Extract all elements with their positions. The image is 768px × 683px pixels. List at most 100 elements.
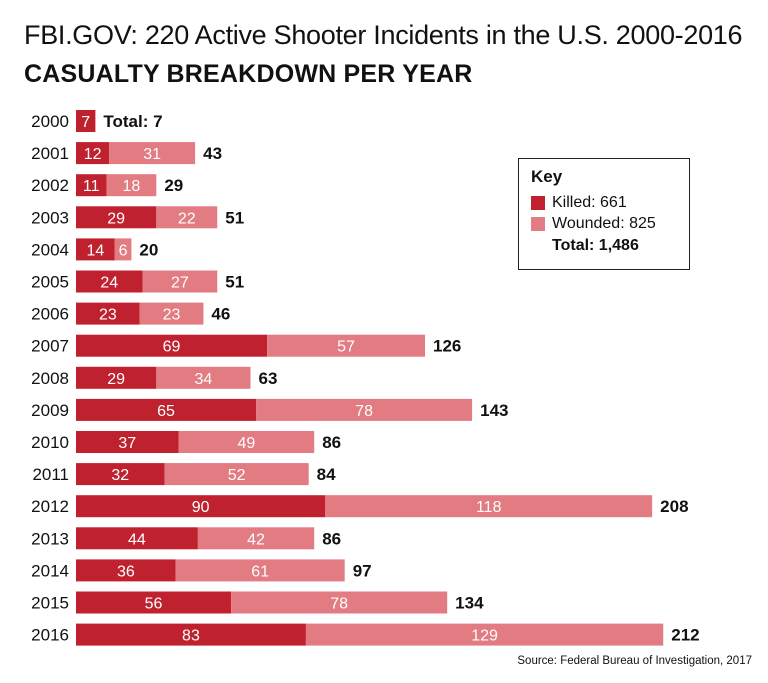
year-label: 2013: [31, 529, 69, 548]
legend: Key Killed: 661 Wounded: 825 Total: 1,48…: [518, 158, 690, 270]
wounded-bar: [114, 238, 132, 261]
killed-bar: [76, 110, 96, 132]
wounded-value-label: 23: [163, 307, 181, 324]
total-value-label: 29: [164, 176, 183, 195]
total-value-label: 86: [322, 433, 341, 452]
killed-bar: [76, 174, 107, 197]
killed-value-label: 56: [145, 596, 163, 613]
chart-subtitle: CASUALTY BREAKDOWN PER YEAR: [24, 60, 473, 88]
wounded-value-label: 27: [171, 275, 189, 292]
total-value-label: Total: 7: [103, 112, 162, 131]
year-label: 2004: [31, 240, 69, 259]
wounded-value-label: 18: [123, 178, 141, 195]
legend-total: Total: 1,486: [552, 237, 639, 254]
killed-value-label: 37: [118, 435, 136, 452]
wounded-bar: [231, 591, 448, 614]
killed-value-label: 90: [192, 499, 210, 516]
legend-item-killed: Killed: 661: [531, 192, 677, 213]
wounded-value-label: 78: [355, 403, 373, 420]
year-label: 2012: [31, 497, 69, 516]
wounded-value-label: 42: [247, 531, 265, 548]
killed-bar: [76, 238, 115, 261]
total-value-label: 51: [225, 273, 244, 292]
total-value-label: 46: [211, 305, 230, 324]
killed-bar: [76, 302, 140, 325]
wounded-value-label: 22: [178, 210, 196, 227]
total-value-label: 43: [203, 144, 222, 163]
total-value-label: 134: [455, 594, 484, 613]
legend-item-wounded: Wounded: 825: [531, 213, 677, 234]
legend-title: Key: [531, 167, 563, 186]
killed-value-label: 29: [107, 371, 125, 388]
total-value-label: 126: [433, 337, 461, 356]
total-value-label: 208: [660, 497, 688, 516]
killed-value-label: 83: [182, 628, 200, 645]
wounded-value-label: 129: [471, 628, 498, 645]
wounded-bar: [175, 559, 345, 582]
wounded-value-label: 6: [119, 242, 128, 259]
wounded-bar: [106, 174, 157, 197]
chart-title: FBI.GOV: 220 Active Shooter Incidents in…: [24, 20, 743, 50]
wounded-value-label: 78: [330, 596, 348, 613]
killed-bar: [76, 495, 326, 518]
wounded-bar: [267, 334, 426, 357]
killed-bar: [76, 206, 157, 229]
wounded-bar: [142, 270, 218, 293]
year-label: 2016: [31, 626, 69, 645]
year-label: 2003: [31, 208, 69, 227]
killed-bar: [76, 398, 257, 421]
legend-wounded-label: Wounded: 825: [552, 215, 656, 232]
killed-bar: [76, 527, 198, 550]
killed-value-label: 65: [157, 403, 175, 420]
source-note: Source: Federal Bureau of Investigation,…: [517, 655, 752, 667]
legend-killed-label: Killed: 661: [552, 194, 627, 211]
killed-bar: [76, 463, 165, 486]
year-label: 2011: [32, 465, 69, 484]
killed-value-label: 29: [107, 210, 125, 227]
total-value-label: 143: [480, 401, 508, 420]
wounded-value-label: 52: [228, 467, 246, 484]
killed-swatch: [531, 195, 545, 210]
killed-value-label: 44: [128, 531, 146, 548]
killed-bar: [76, 142, 110, 165]
wounded-value-label: 49: [237, 435, 255, 452]
killed-value-label: 7: [81, 114, 90, 131]
killed-value-label: 36: [117, 563, 135, 580]
wounded-bar: [156, 206, 218, 229]
wounded-bar: [139, 302, 204, 325]
killed-value-label: 12: [84, 146, 102, 163]
year-label: 2014: [31, 561, 69, 580]
killed-bar: [76, 431, 179, 453]
total-value-label: 51: [225, 208, 244, 227]
wounded-bar: [197, 527, 315, 550]
year-label: 2009: [31, 401, 69, 420]
killed-bar: [76, 623, 306, 646]
year-label: 2015: [31, 594, 69, 613]
wounded-swatch: [531, 216, 545, 231]
total-value-label: 212: [671, 626, 699, 645]
killed-value-label: 24: [100, 275, 118, 292]
year-label: 2002: [31, 176, 69, 195]
year-label: 2007: [31, 337, 69, 356]
wounded-bar: [109, 142, 196, 165]
total-value-label: 86: [322, 529, 341, 548]
year-label: 2000: [31, 112, 69, 131]
wounded-value-label: 118: [476, 499, 502, 516]
killed-value-label: 69: [163, 339, 181, 356]
killed-value-label: 14: [86, 242, 104, 259]
year-label: 2006: [31, 305, 69, 324]
killed-bar: [76, 270, 143, 293]
total-value-label: 20: [139, 240, 158, 259]
year-label: 2010: [31, 433, 69, 452]
killed-value-label: 23: [99, 307, 117, 324]
killed-bar: [76, 366, 157, 389]
wounded-bar: [164, 463, 309, 486]
wounded-value-label: 57: [337, 339, 355, 356]
wounded-bar: [325, 495, 653, 518]
wounded-bar: [305, 623, 664, 646]
wounded-value-label: 61: [251, 563, 269, 580]
wounded-bar: [178, 431, 315, 453]
killed-value-label: 32: [111, 467, 129, 484]
year-label: 2008: [31, 369, 69, 388]
